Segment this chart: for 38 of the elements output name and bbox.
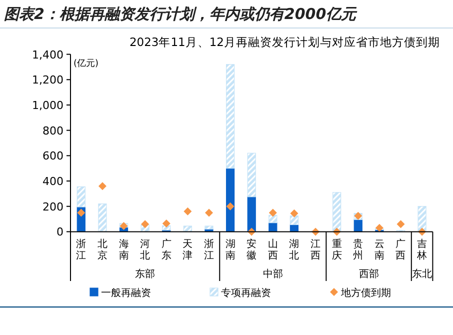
x-tick-label: 广西	[396, 238, 406, 262]
x-tick-label: 吉林	[416, 238, 428, 262]
x-tick-label: 湖南	[225, 238, 236, 262]
chart-subtitle: 2023年11月、12月再融资发行计划与对应省市地方债到期	[129, 35, 440, 49]
y-tick-label: 0	[56, 226, 64, 239]
x-tick-label: 湖北	[289, 238, 300, 262]
x-tick-label: 浙江	[76, 238, 86, 262]
x-tick-label: 海南	[118, 238, 129, 262]
x-tick-label: 重庆	[332, 238, 342, 262]
text: 东部	[135, 268, 156, 280]
text: 东北	[412, 268, 432, 280]
y-tick-label: 1,000	[32, 98, 64, 112]
x-tick-label: 广东	[161, 238, 172, 262]
y-tick-label: 600	[42, 150, 64, 163]
x-tick-label: 河北	[140, 238, 150, 262]
x-tick-label: 安徽	[246, 238, 257, 262]
y-tick-label: 1,400	[32, 48, 64, 62]
legend-item: 专项再融资	[210, 288, 271, 299]
x-tick-label: 山西	[268, 238, 278, 262]
y-tick-label: 400	[42, 175, 64, 188]
legend-label: 专项再融资	[221, 287, 271, 299]
text: 中部	[262, 268, 283, 280]
x-tick-label: 北京	[97, 238, 108, 262]
x-tick-label: 天津	[182, 239, 193, 262]
y-tick-label: 200	[42, 200, 64, 214]
legend-label: 一般再融资	[101, 287, 151, 299]
legend-item: 一般再融资	[90, 288, 151, 299]
legend-label: 地方债到期	[340, 287, 391, 299]
x-tick-label: 贵州	[353, 238, 364, 262]
text: 西部	[358, 268, 379, 280]
y-tick-label: 1,200	[32, 74, 64, 87]
legend-item: 地方债到期	[330, 288, 391, 299]
y-tick-label: 800	[42, 124, 64, 138]
x-tick-label: 江西	[310, 238, 321, 262]
x-tick-label: 浙江	[204, 238, 214, 262]
y-axis-title: (亿元)	[74, 58, 99, 69]
x-tick-label: 云南	[374, 239, 384, 262]
chart-title: 图表2：根据再融资发行计划，年内或仍有2000亿元	[4, 5, 358, 23]
